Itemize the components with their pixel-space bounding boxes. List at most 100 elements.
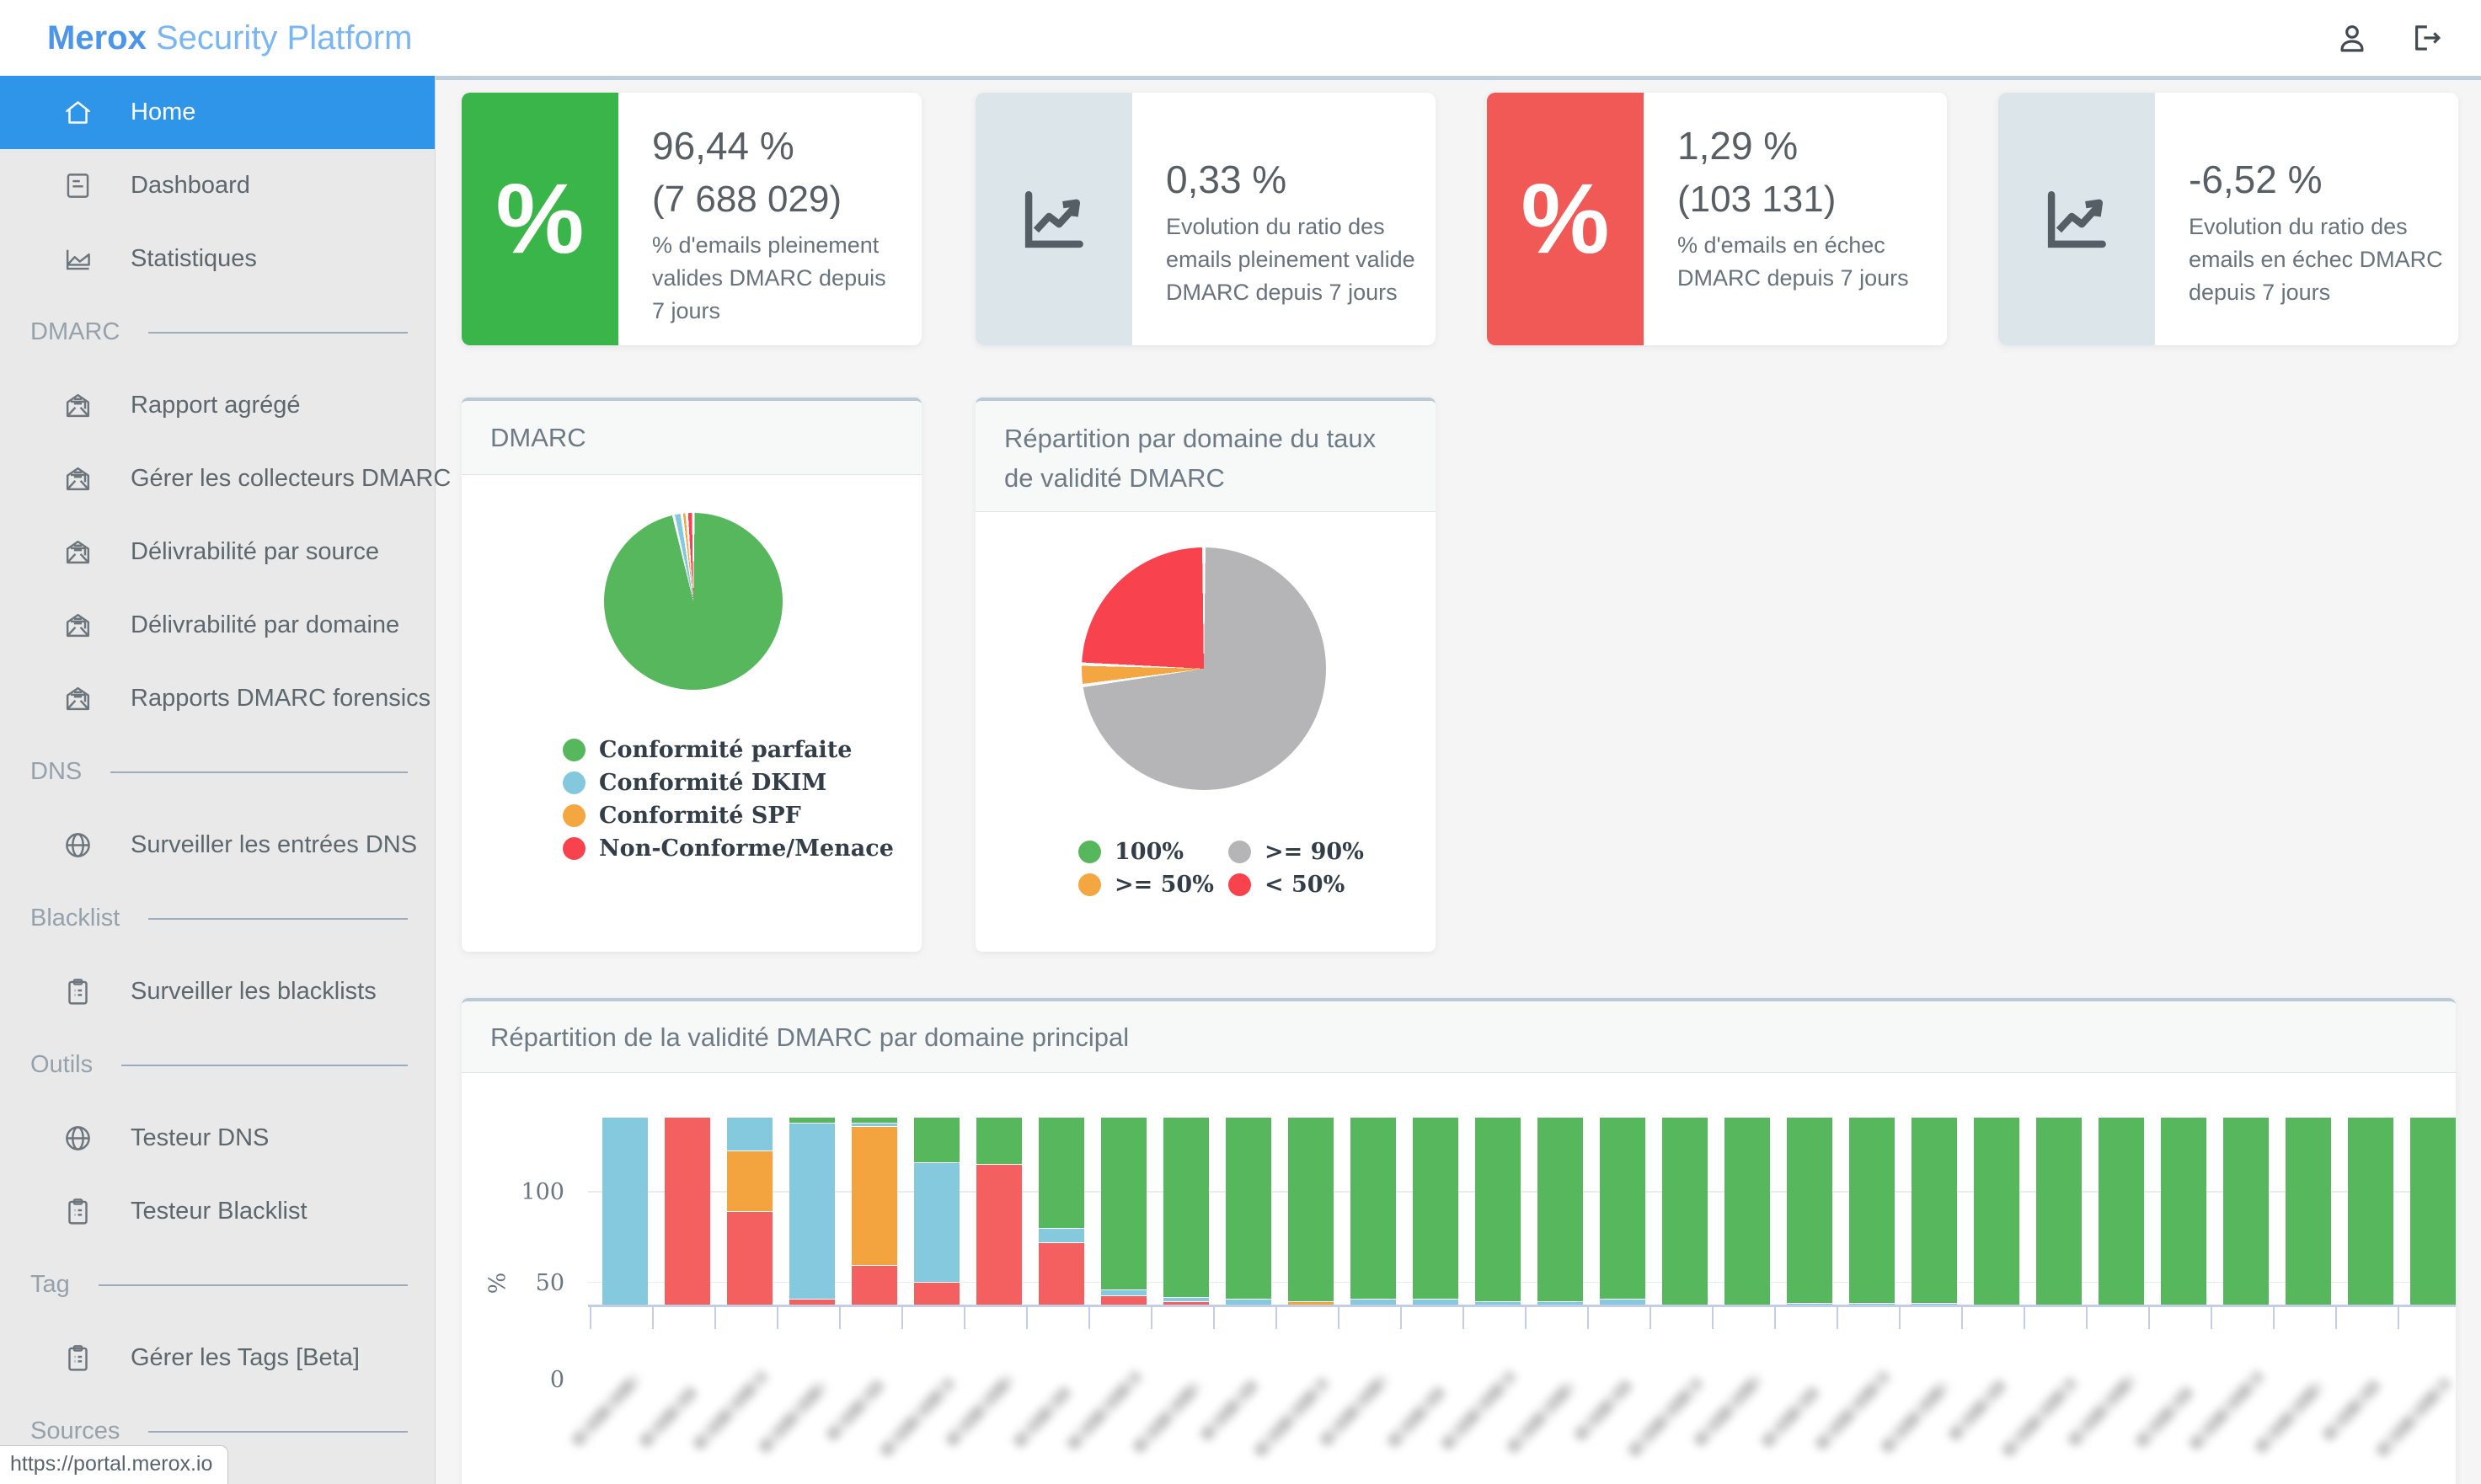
sidebar-item-g-rer-les-tags-beta-[interactable]: Gérer les Tags [Beta]: [0, 1321, 435, 1395]
legend-dot-icon[interactable]: [563, 771, 585, 794]
x-axis-label-blurred: [2253, 1379, 2325, 1455]
globe-icon: [62, 830, 94, 861]
bar-segment-nok: [1101, 1294, 1147, 1305]
stat-card-texts: 96,44 % (7 688 029) % d'emails pleinement …: [652, 93, 901, 345]
bar-chart-plot: 100 50 0 % OKNOK_SPFNOK_DKIMNOK: [462, 1076, 2456, 1484]
legend-label[interactable]: Conformité SPF: [599, 803, 801, 829]
stacked-bar-10: [1163, 1076, 1209, 1305]
sidebar-item-d-livrabilit-par-source[interactable]: Délivrabilité par source: [0, 515, 435, 589]
sidebar-item-testeur-blacklist[interactable]: Testeur Blacklist: [0, 1175, 435, 1248]
bar-segment-ok: [1537, 1117, 1583, 1301]
bar-segment-ok: [2348, 1117, 2393, 1305]
logout-icon[interactable]: [2409, 20, 2444, 56]
stat-value: 0,33 %: [1166, 157, 1287, 201]
legend-dot-icon[interactable]: [563, 739, 585, 761]
sidebar-item-g-rer-les-collecteurs-dmarc[interactable]: Gérer les collecteurs DMARC: [0, 442, 451, 515]
x-axis-label-blurred: [1626, 1375, 1705, 1459]
stacked-bar-26: [2161, 1076, 2206, 1305]
legend-label[interactable]: Conformité DKIM: [599, 770, 827, 796]
stacked-bar-12: [1288, 1076, 1334, 1305]
legend-item: 100%: [1078, 835, 1228, 868]
stacked-bar-27: [2223, 1076, 2269, 1305]
legend-label[interactable]: Non-Conforme/Menace: [599, 835, 894, 862]
sidebar-item-testeur-dns[interactable]: Testeur DNS: [0, 1102, 435, 1175]
x-axis-label-blurred: [2000, 1375, 2079, 1459]
legend-label[interactable]: >= 90%: [1265, 839, 1364, 865]
stacked-bar-18: [1662, 1076, 1708, 1305]
dmarc-pie-legend: Conformité parfaite Conformité DKIM Confor…: [563, 734, 894, 865]
legend-item: Conformité SPF: [563, 799, 894, 832]
stat-card-texts: 0,33 % Evolution du ratio des emails plei…: [1166, 93, 1415, 345]
stacked-bar-14: [1413, 1076, 1458, 1305]
legend-dot-icon[interactable]: [1228, 873, 1251, 896]
mail-icon: [62, 390, 94, 421]
sidebar-item-home[interactable]: Home: [0, 76, 435, 149]
legend-dot-icon[interactable]: [1228, 841, 1251, 863]
x-axis-label-blurred: [878, 1375, 957, 1459]
bar-segment-nok_spf: [1475, 1300, 1521, 1305]
sidebar-item-rapport-agr-g-[interactable]: Rapport agrégé: [0, 369, 435, 442]
x-axis-label-blurred: [1572, 1378, 1634, 1443]
stacked-bar-21: [1849, 1076, 1895, 1305]
legend-label[interactable]: 100%: [1115, 839, 1184, 865]
x-axis-label-blurred: [1879, 1379, 1951, 1455]
legend-dot-icon[interactable]: [563, 804, 585, 827]
sidebar-section-divider: [121, 1064, 408, 1066]
x-axis-label-blurred: [2320, 1378, 2382, 1443]
stacked-bar-1: [602, 1076, 648, 1305]
bar-segment-nok_spf: [1849, 1302, 1895, 1305]
legend-dot-icon[interactable]: [1078, 841, 1101, 863]
x-axis-label-blurred: [1131, 1379, 1203, 1455]
bar-segment-nok: [789, 1299, 835, 1305]
bar-segment-nok_dkim: [852, 1126, 897, 1266]
sidebar-item-statistiques[interactable]: Statistiques: [0, 222, 435, 296]
sidebar-item-rapports-dmarc-forensics[interactable]: Rapports DMARC forensics: [0, 662, 435, 735]
percent-icon: %: [1487, 93, 1644, 345]
brand-logo[interactable]: Merox Security Platform: [47, 0, 412, 76]
stat-value: 96,44 %: [652, 124, 794, 168]
sidebar-item-label: Surveiller les entrées DNS: [131, 831, 418, 858]
sidebar-item-label: Rapport agrégé: [131, 392, 301, 419]
legend-label[interactable]: >= 50%: [1115, 872, 1214, 898]
legend-label[interactable]: < 50%: [1265, 872, 1345, 898]
mail-icon: [62, 463, 94, 494]
dmarc-pie-card: DMARC Conformité parfaite Conformité DKIM…: [462, 398, 922, 952]
sidebar-item-surveiller-les-blacklists[interactable]: Surveiller les blacklists: [0, 955, 435, 1028]
bar-segment-ok: [1039, 1117, 1084, 1228]
sidebar-item-label: Gérer les collecteurs DMARC: [131, 465, 452, 492]
bar-segment-ok: [1787, 1117, 1832, 1303]
legend-dot-icon[interactable]: [563, 837, 585, 860]
sidebar-item-d-livrabilit-par-domaine[interactable]: Délivrabilité par domaine: [0, 589, 435, 662]
bar-segment-nok: [1163, 1300, 1209, 1305]
trend-up-icon: [976, 93, 1132, 345]
y-tick-50: 50: [535, 1270, 564, 1296]
sidebar-item-surveiller-les-entr-es-dns[interactable]: Surveiller les entrées DNS: [0, 809, 435, 882]
legend-item: >= 90%: [1228, 835, 1364, 868]
bar-segment-nok_spf: [1537, 1300, 1583, 1305]
mail-icon: [62, 536, 94, 568]
bar-segment-ok: [1912, 1117, 1957, 1303]
sidebar-section-label: Tag: [30, 1271, 70, 1298]
legend-dot-icon[interactable]: [1078, 873, 1101, 896]
bar-segment-ok: [852, 1117, 897, 1123]
stacked-bar-24: [2036, 1076, 2082, 1305]
validity-pie-chart: [1082, 547, 1326, 790]
bar-segment-nok_spf: [914, 1161, 960, 1283]
sidebar-nav: Home Dashboard Statistiques DMARC Rapport ag…: [0, 76, 451, 1484]
sidebar-section-label: Blacklist: [30, 905, 120, 932]
stacked-bar-22: [1912, 1076, 1957, 1305]
x-axis-label-blurred: [637, 1385, 699, 1449]
legend-label[interactable]: Conformité parfaite: [599, 737, 853, 763]
stacked-bar-3: [727, 1076, 773, 1305]
bar-segment-ok: [1413, 1117, 1458, 1300]
bar-segment-ok: [789, 1117, 835, 1123]
user-icon[interactable]: [2334, 20, 2370, 56]
bar-segment-nok_spf: [1787, 1302, 1832, 1305]
bar-segment-nok_spf: [1350, 1299, 1396, 1305]
sidebar-section-label: DMARC: [30, 318, 120, 345]
sidebar-section-divider: [110, 771, 408, 773]
dmarc-pie-title: DMARC: [462, 401, 922, 475]
sidebar-item-dashboard[interactable]: Dashboard: [0, 149, 435, 222]
y-tick-100: 100: [521, 1179, 564, 1205]
